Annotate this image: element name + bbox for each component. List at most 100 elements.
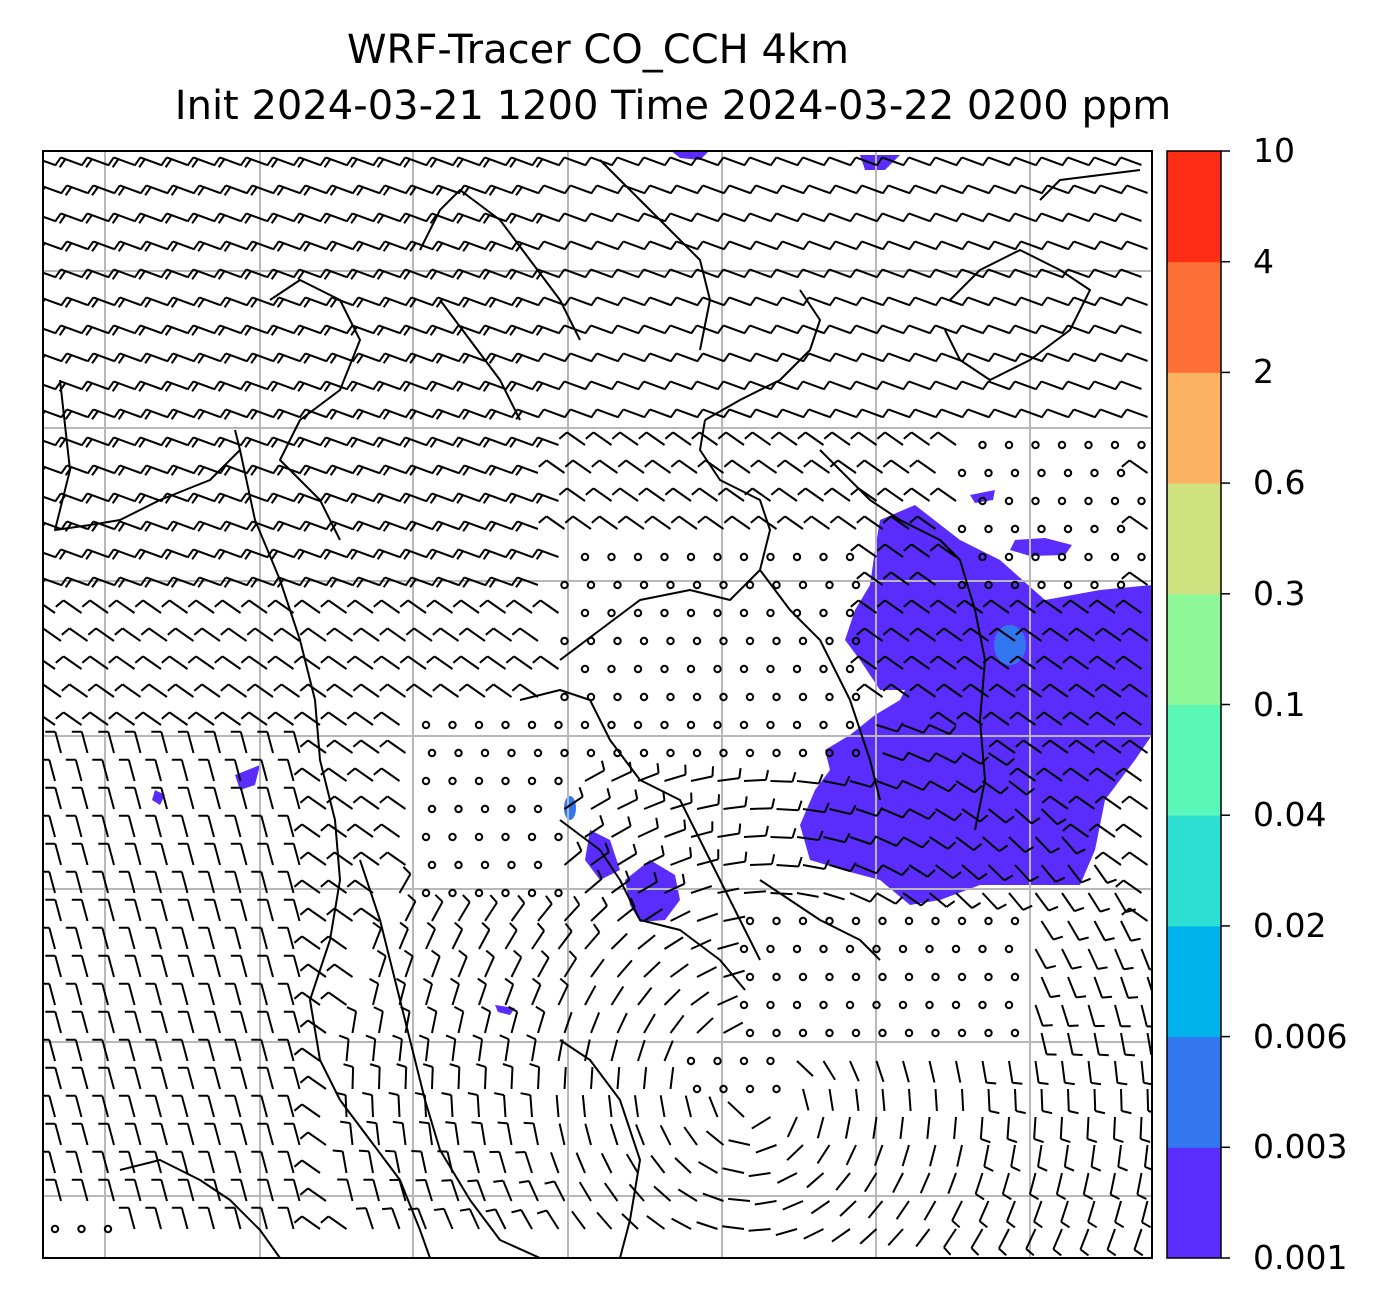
wind-barb-feather [856,627,866,636]
calm-wind-marker [480,860,490,870]
wind-barb-shaft [92,576,115,586]
wind-barb-feather [299,683,309,692]
colorbar-tick-label: 0.02 [1253,905,1327,945]
wind-barb-shaft [705,1130,725,1146]
wind-barb-feather [160,380,168,391]
wind-barb-feather [35,409,41,417]
wind-barb-shaft [646,1215,666,1230]
wind-barb-feather [86,184,95,195]
wind-barb-feather [775,240,784,251]
wind-barb-shaft [1093,156,1116,166]
wind-barb-shaft [74,759,83,782]
wind-barb-shaft [963,599,984,614]
wind-barb-feather [266,492,274,503]
calm-wind-marker [421,720,431,730]
wind-barb-feather [505,599,515,608]
wind-barb-shaft [902,724,924,734]
wind-barb-shaft [934,864,954,879]
wind-barb-feather [35,353,41,361]
wind-barb-shaft [987,808,1007,824]
calm-wind-marker [660,608,669,618]
wind-barb-shaft [1046,352,1069,362]
wind-barb-feather [456,382,464,392]
wind-barb-feather [769,324,778,335]
wind-barb-feather [144,298,152,308]
wind-barb-shaft [225,296,247,306]
wind-barb-feather [775,184,784,195]
wind-barb-shaft [963,711,984,726]
wind-barb-feather [217,158,226,168]
wind-barb-shaft [643,212,665,222]
wind-barb-feather [928,156,937,167]
wind-barb-shaft [154,927,162,950]
wind-barb-shaft [371,1094,374,1118]
wind-barb-feather [670,459,680,468]
wind-barb-feather [1034,324,1043,335]
wind-barb-shaft [882,752,904,762]
wind-barb-feather [876,655,886,664]
wind-barb-shaft [180,1207,189,1230]
calm-wind-marker [666,692,675,702]
wind-barb-feather [822,380,831,391]
wind-barb-feather [193,683,203,692]
wind-barb-feather [80,380,89,391]
wind-barb-feather [973,843,983,851]
wind-barb-feather [320,823,330,832]
wind-barb-shaft [1020,184,1042,194]
wind-barb-feather [849,156,857,167]
wind-barb-shaft [513,655,533,670]
wind-barb-feather [643,408,651,419]
wind-barb-shaft [578,1181,592,1202]
wind-barb-feather [33,215,39,223]
wind-barb-feather [1022,904,1033,911]
wind-barb-feather [881,240,890,251]
wind-barb-shaft [1140,1200,1149,1223]
wind-barb-feather [138,438,146,448]
wind-barb-feather [54,380,62,391]
wind-barb-shaft [327,935,348,950]
wind-barbs [29,156,1152,1257]
wind-barb-shaft [327,823,348,838]
wind-barb-feather [638,431,648,440]
wind-barb-feather [1094,683,1104,692]
wind-barb-shaft [201,627,221,642]
wind-barb-shaft [722,1225,745,1230]
wind-barb-shaft [233,815,242,838]
wind-barb-shaft [974,1172,984,1195]
wind-barb-feather [509,922,518,931]
wind-barb-shaft [266,1011,274,1034]
wind-barb-feather [164,550,173,560]
wind-barb-shaft [172,184,194,194]
wind-barb-shaft [828,1088,834,1111]
wind-barb-feather [1141,1221,1152,1229]
wind-barb-shaft [674,1157,692,1174]
calm-wind-marker [1110,552,1120,562]
wind-barb-feather [452,655,462,664]
wind-barb-feather [64,242,73,252]
wind-barb-shaft [292,1011,301,1034]
wind-barb-shaft [62,655,83,670]
wind-barb-shaft [1096,767,1116,782]
wind-barb-feather [54,268,62,279]
wind-barb-feather [29,213,35,221]
wind-barb-feather [875,156,884,167]
calm-wind-marker [1057,496,1067,506]
wind-barb-shaft [349,1123,354,1146]
wind-barb-feather [855,296,863,307]
wind-barb-feather [743,212,751,223]
wind-barb-feather [266,380,274,391]
wind-barb-shaft [450,1094,454,1118]
coastline-path [959,559,986,831]
wind-barb-feather [515,522,523,532]
wind-barb-feather [60,352,68,363]
wind-barb-shaft [690,885,713,894]
wind-barb-feather [425,548,433,559]
wind-barb-shaft [245,324,268,334]
wind-barb-shaft [651,459,672,474]
wind-barb-shaft [180,871,189,894]
wind-barb-shaft [1067,324,1089,334]
wind-barb-feather [272,520,280,531]
wind-barb-shaft [417,1208,427,1230]
wind-barb-shaft [207,1039,215,1062]
wind-barb-shaft [463,408,486,418]
